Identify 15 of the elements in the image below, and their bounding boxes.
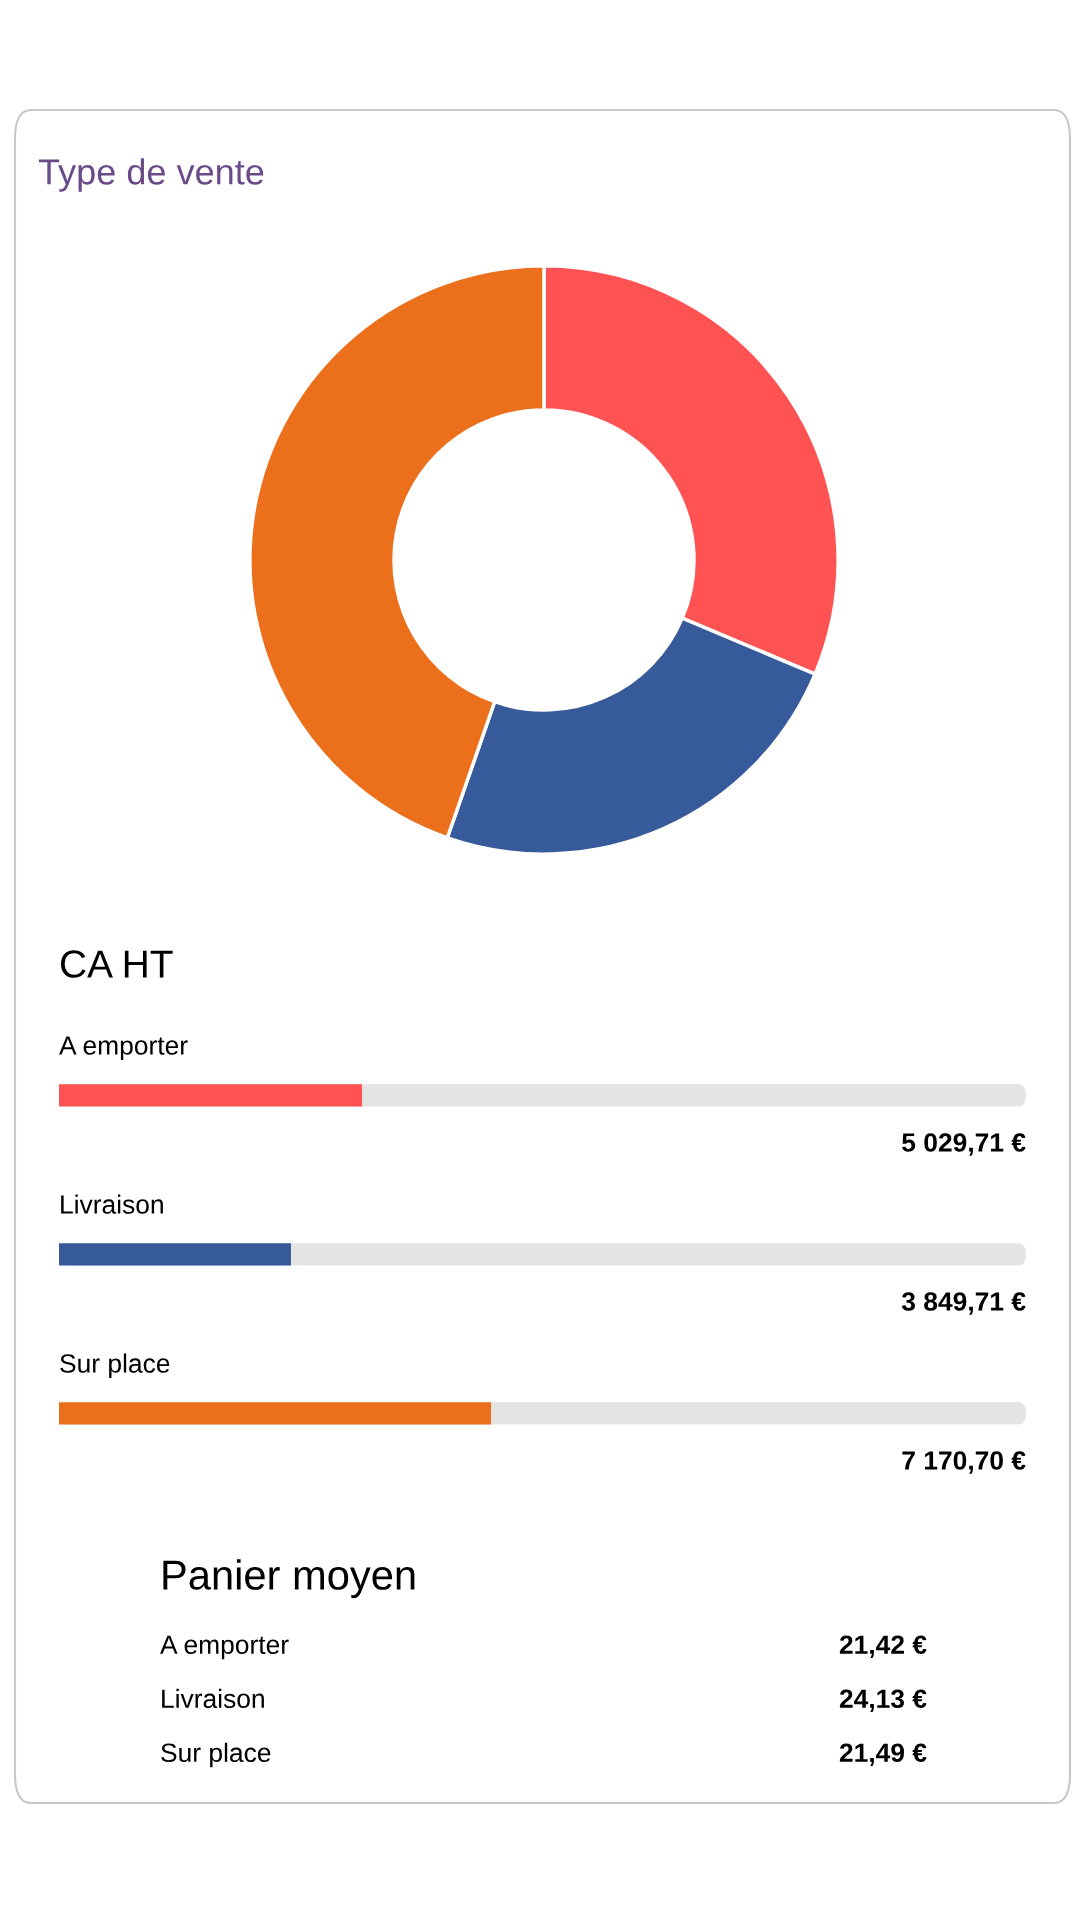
text: 21,42 € (839, 1635, 927, 1658)
text: Panier moyen (163, 1559, 415, 1599)
data-label: 3 849,71 € (901, 1292, 1026, 1315)
y-tick-label: Livraison (61, 1194, 163, 1214)
y-tick-label: A emporter (59, 1036, 188, 1061)
text: 21,49 € (839, 1743, 927, 1766)
chart-title: CA HT (60, 950, 173, 978)
y-tick-label: Sur place (60, 1353, 170, 1379)
data-label: 7 170,70 € (902, 1451, 1026, 1474)
chart-title: Type de vente (38, 158, 264, 192)
category-label: A emporter (160, 1635, 289, 1660)
category-label: Sur place (161, 1742, 271, 1768)
category-label: Livraison (162, 1688, 264, 1709)
text: 24,13 € (839, 1689, 927, 1712)
data-label: 5 029,71 € (902, 1133, 1026, 1156)
